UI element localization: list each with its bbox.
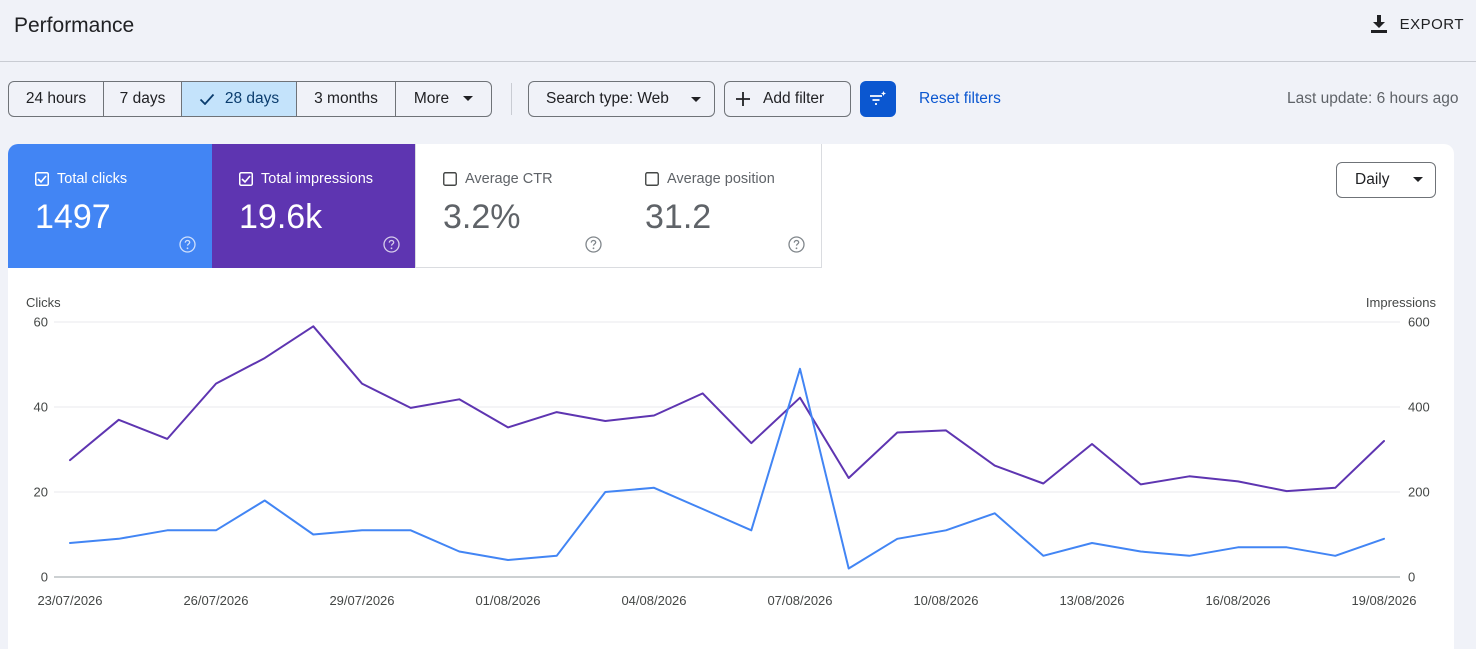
checkbox-checked-icon[interactable] bbox=[35, 172, 49, 186]
toolbar: 24 hours 7 days 28 days 3 months More Se… bbox=[8, 81, 1476, 117]
left-tick-label: 40 bbox=[34, 400, 48, 415]
metric-value: 19.6k bbox=[239, 198, 323, 236]
left-tick-label: 20 bbox=[34, 485, 48, 500]
metric-total-impressions[interactable]: Total impressions 19.6k bbox=[212, 144, 416, 268]
filter-settings-button[interactable] bbox=[860, 81, 896, 117]
x-tick-label: 16/08/2026 bbox=[1205, 593, 1270, 608]
right-axis-label: Impressions bbox=[1366, 295, 1437, 310]
help-icon[interactable] bbox=[585, 236, 602, 253]
toolbar-divider bbox=[511, 83, 512, 115]
metric-label: Average position bbox=[667, 171, 775, 187]
metric-value: 31.2 bbox=[645, 198, 712, 236]
export-label: EXPORT bbox=[1399, 15, 1464, 33]
page-header: Performance EXPORT bbox=[0, 0, 1476, 62]
range-3-months[interactable]: 3 months bbox=[297, 82, 396, 116]
last-update-text: Last update: 6 hours ago bbox=[1287, 90, 1459, 107]
help-icon[interactable] bbox=[788, 236, 805, 253]
range-label: More bbox=[413, 90, 450, 107]
metric-label: Total clicks bbox=[57, 171, 128, 187]
range-label: 7 days bbox=[119, 90, 166, 107]
search-type-label: Search type: Web bbox=[546, 90, 669, 107]
metric-total-clicks[interactable]: Total clicks 1497 bbox=[8, 144, 212, 268]
caret-down-icon bbox=[1413, 177, 1423, 182]
page-title: Performance bbox=[14, 14, 135, 37]
x-tick-label: 23/07/2026 bbox=[37, 593, 102, 608]
export-button[interactable]: EXPORT bbox=[1370, 14, 1464, 34]
download-icon bbox=[1370, 15, 1387, 33]
x-tick-label: 13/08/2026 bbox=[1059, 593, 1124, 608]
check-icon bbox=[199, 93, 215, 105]
add-filter-label: Add filter bbox=[763, 90, 825, 107]
series-line-clicks bbox=[69, 367, 1385, 570]
x-tick-label: 07/08/2026 bbox=[767, 593, 832, 608]
right-tick-label: 600 bbox=[1408, 315, 1430, 330]
range-28-days[interactable]: 28 days bbox=[182, 82, 297, 116]
metric-average-position[interactable]: Average position 31.2 bbox=[618, 144, 822, 268]
x-tick-label: 04/08/2026 bbox=[621, 593, 686, 608]
metric-value: 3.2% bbox=[443, 198, 521, 236]
left-axis-label: Clicks bbox=[26, 295, 61, 310]
x-tick-label: 19/08/2026 bbox=[1351, 593, 1416, 608]
x-tick-label: 01/08/2026 bbox=[475, 593, 540, 608]
plus-icon bbox=[736, 92, 750, 106]
range-7-days[interactable]: 7 days bbox=[104, 82, 182, 116]
help-icon[interactable] bbox=[383, 236, 400, 253]
add-filter-button[interactable]: Add filter bbox=[724, 81, 851, 117]
metric-average-ctr[interactable]: Average CTR 3.2% bbox=[415, 144, 619, 268]
x-tick-label: 26/07/2026 bbox=[183, 593, 248, 608]
checkbox-unchecked-icon[interactable] bbox=[645, 172, 659, 186]
caret-down-icon bbox=[691, 97, 701, 102]
date-range-selector: 24 hours 7 days 28 days 3 months More bbox=[8, 81, 492, 117]
granularity-label: Daily bbox=[1355, 171, 1390, 188]
range-label: 28 days bbox=[224, 90, 280, 107]
checkbox-checked-icon[interactable] bbox=[239, 172, 253, 186]
help-icon[interactable] bbox=[179, 236, 196, 253]
range-label: 24 hours bbox=[25, 90, 87, 107]
right-tick-label: 0 bbox=[1408, 570, 1415, 585]
right-tick-label: 400 bbox=[1408, 400, 1430, 415]
metric-label: Average CTR bbox=[465, 171, 553, 187]
x-tick-label: 10/08/2026 bbox=[913, 593, 978, 608]
left-tick-label: 60 bbox=[34, 315, 48, 330]
left-tick-label: 0 bbox=[41, 570, 48, 585]
filter-sparkle-icon bbox=[870, 91, 886, 105]
series-line-impressions bbox=[69, 325, 1385, 493]
range-label: 3 months bbox=[314, 90, 378, 107]
caret-down-icon bbox=[463, 96, 474, 101]
granularity-dropdown[interactable]: Daily bbox=[1336, 162, 1436, 198]
x-tick-label: 29/07/2026 bbox=[329, 593, 394, 608]
reset-filters-link[interactable]: Reset filters bbox=[919, 90, 1001, 107]
metric-label: Total impressions bbox=[261, 171, 374, 187]
checkbox-unchecked-icon[interactable] bbox=[443, 172, 457, 186]
performance-card: Total clicks 1497 Total impressions 19.6… bbox=[8, 144, 1454, 649]
range-24-hours[interactable]: 24 hours bbox=[9, 82, 104, 116]
metric-value: 1497 bbox=[35, 198, 111, 236]
range-more-dropdown[interactable]: More bbox=[396, 82, 491, 116]
right-tick-label: 200 bbox=[1408, 485, 1430, 500]
search-type-dropdown[interactable]: Search type: Web bbox=[528, 81, 715, 117]
